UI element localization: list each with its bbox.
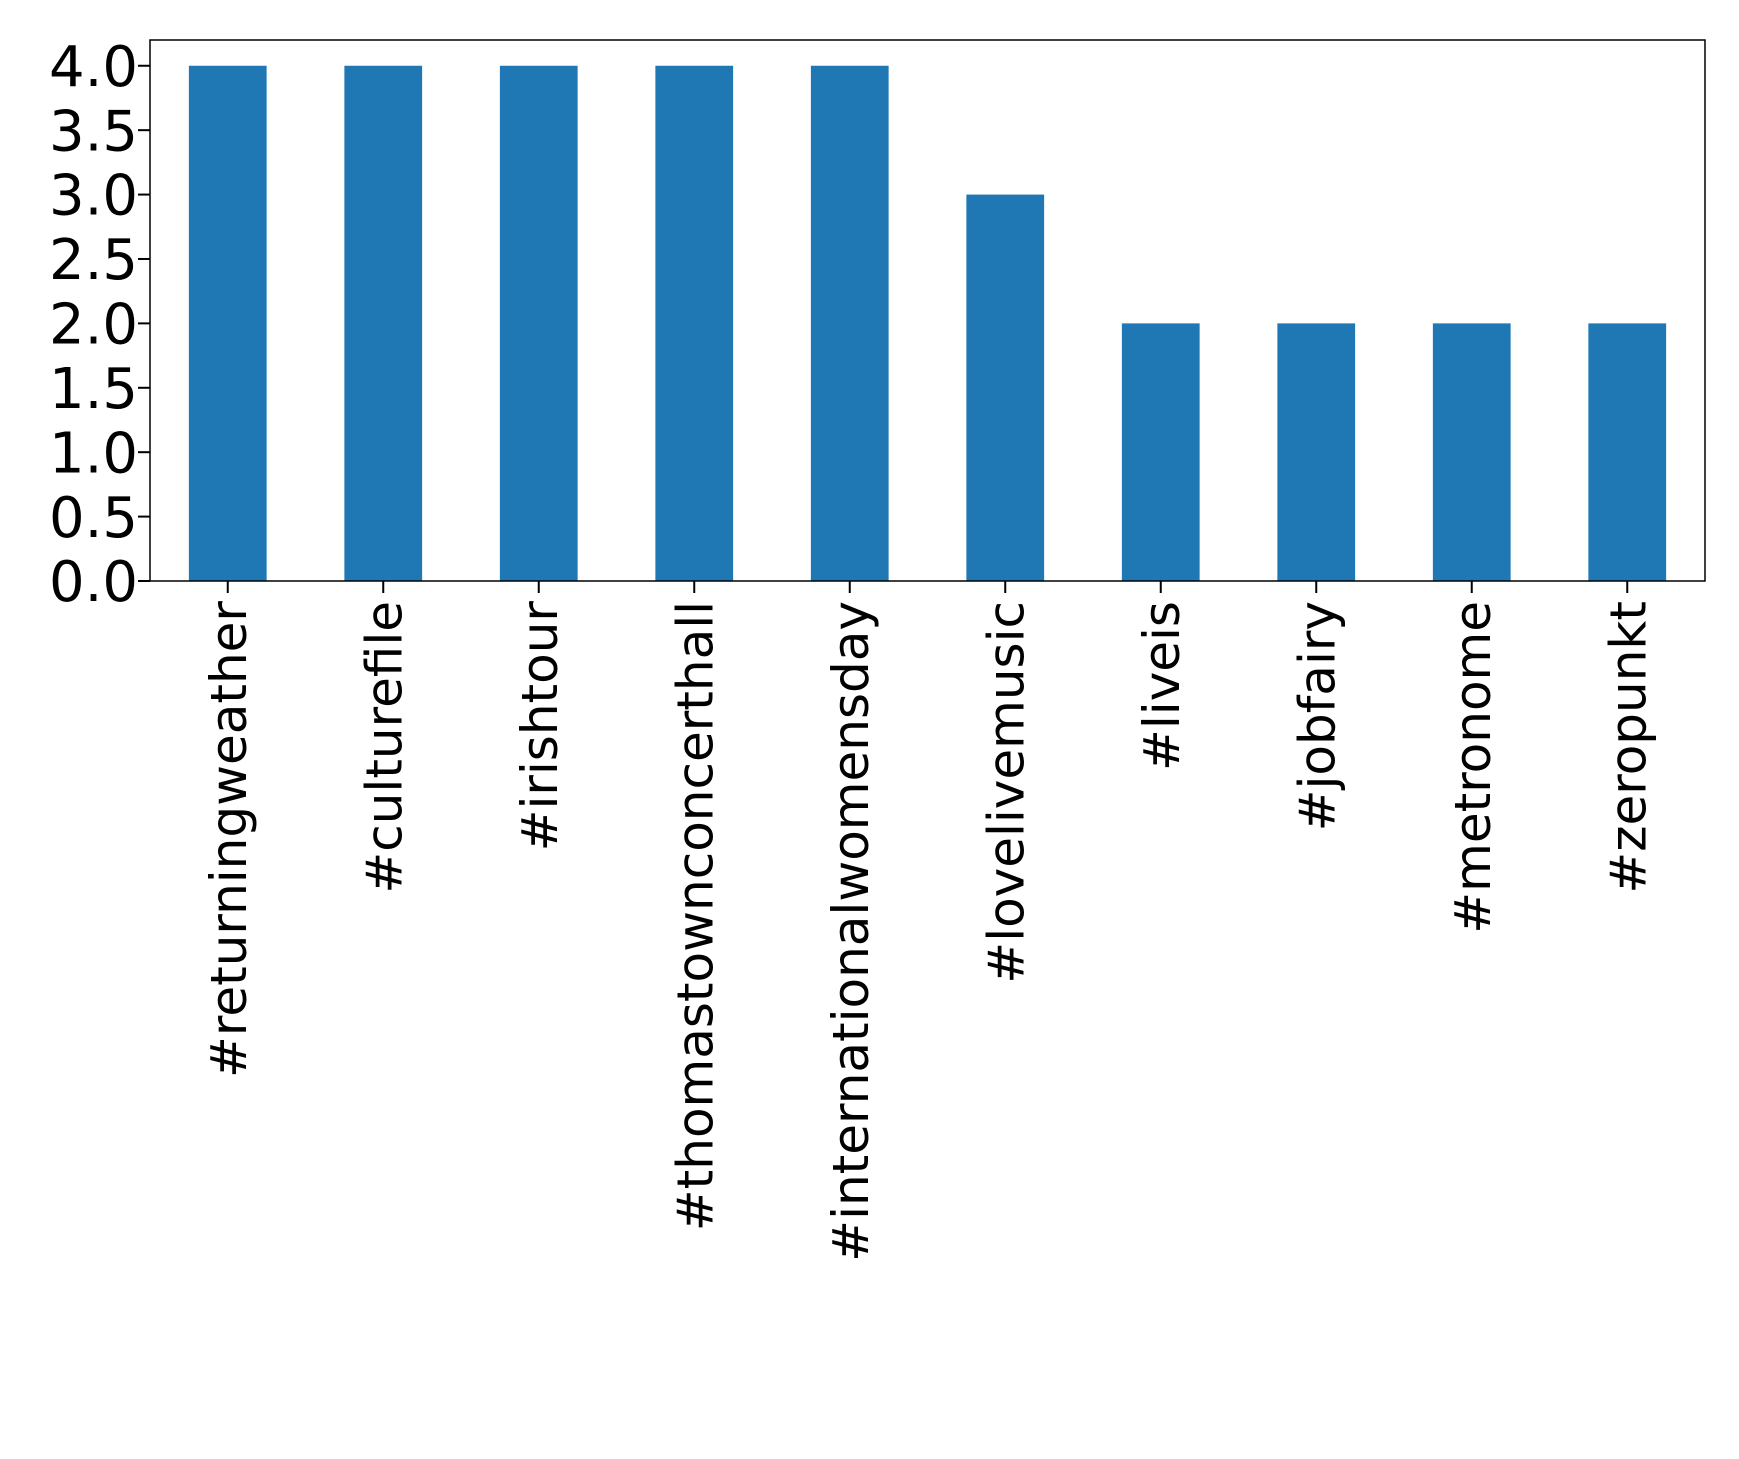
x-tick-label: #returningweather [200,601,258,1078]
plot-frame [149,39,1706,582]
y-tick-label: 2.5 [49,228,138,293]
y-tick-label: 1.0 [49,421,138,486]
y-tick-label: 3.0 [49,164,138,229]
x-tick-label: #culturefile [355,601,413,894]
bars-layer [188,65,1667,582]
x-tick-label: #irishtour [511,601,569,852]
y-tick-label: 1.5 [49,357,138,422]
bar [810,65,889,581]
bar [1277,323,1356,581]
axes-layer [138,39,1706,593]
bar [1432,323,1511,581]
x-tick-label: #liveis [1133,601,1191,771]
x-tick-label: #internationalwomensday [822,601,880,1262]
y-tick-label: 0.5 [49,486,138,551]
y-tick-label: 3.5 [49,99,138,164]
bar [655,65,734,581]
x-tick-label: #zeropunkt [1599,601,1657,894]
bar [499,65,578,581]
bar [966,194,1045,582]
bar [188,65,267,581]
bar [344,65,423,581]
x-tick-label: #metronome [1444,601,1502,934]
bar [1121,323,1200,581]
y-tick-label: 4.0 [49,35,138,100]
y-tick-label: 0.0 [49,550,138,615]
y-tick-label: 2.0 [49,293,138,358]
labels-layer: #returningweather #culturefile #irishtour #… [49,35,1657,1262]
x-tick-label: #lovelivemusic [977,601,1035,984]
bar [1588,323,1667,581]
x-tick-label: #jobfairy [1288,601,1346,831]
x-tick-label: #thomastownconcerthall [666,601,724,1231]
